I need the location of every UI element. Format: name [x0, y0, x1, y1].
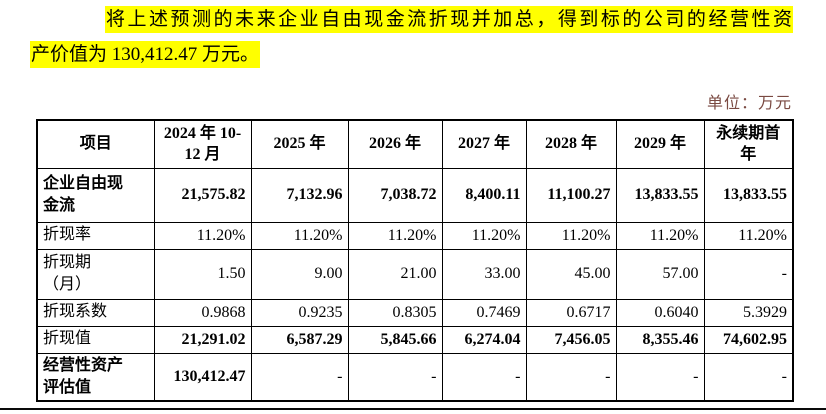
- value-cell: 33.00: [441, 248, 527, 300]
- value-cell: 13,833.55: [703, 167, 794, 223]
- table-row: 折现系数 0.9868 0.9235 0.8305 0.7469 0.6717 0.6040…: [36, 298, 794, 327]
- valuation-table: 项目 2024 年 10- 12 月 2025 年 2026 年 2027 年 2028 …: [36, 119, 794, 403]
- value-cell: 7,456.05: [525, 325, 617, 354]
- value-cell: 74,602.95: [703, 325, 794, 354]
- value-cell: 21,291.02: [153, 325, 252, 354]
- value-cell: 0.6040: [615, 298, 705, 327]
- table-row: 企业自由现 金流 21,575.82 7,132.96 7,038.72 8,400.1…: [36, 167, 794, 223]
- value-cell: 7,132.96: [250, 167, 349, 223]
- row-label-cell: 企业自由现 金流: [36, 167, 155, 223]
- value-cell: 8,400.11: [441, 167, 527, 223]
- value-cell: 11.20%: [441, 221, 527, 250]
- value-cell: -: [703, 352, 794, 402]
- value-cell: -: [615, 352, 705, 402]
- value-cell: -: [441, 352, 527, 402]
- row-label-cell: 折现值: [36, 325, 155, 354]
- value-cell: 6,587.29: [250, 325, 349, 354]
- table-header: 项目 2024 年 10- 12 月 2025 年 2026 年 2027 年 2028 …: [36, 119, 794, 169]
- table-row: 折现值 21,291.02 6,587.29 5,845.66 6,274.04 7,45…: [36, 325, 794, 354]
- table-body: 企业自由现 金流 21,575.82 7,132.96 7,038.72 8,400.1…: [36, 167, 794, 402]
- value-cell: 11.20%: [615, 221, 705, 250]
- paragraph-line-2: 产价值为 130,412.47 万元。: [30, 37, 793, 72]
- table-header-cell: 项目: [36, 119, 155, 169]
- page-footer-rule: [0, 408, 826, 410]
- unit-label: 单位：万元: [706, 95, 792, 112]
- table-header-cell: 永续期首 年: [703, 119, 794, 169]
- paragraph-line-1: 将上述预测的未来企业自由现金流折现并加总，得到标的公司的经营性资: [30, 2, 793, 37]
- table-row: 折现率 11.20% 11.20% 11.20% 11.20% 11.20% 11.20% 1…: [36, 221, 794, 250]
- value-cell: 11.20%: [250, 221, 349, 250]
- value-cell: 0.7469: [441, 298, 527, 327]
- row-label-cell: 折现率: [36, 221, 155, 250]
- value-cell: 11.20%: [153, 221, 252, 250]
- value-cell: 8,355.46: [615, 325, 705, 354]
- value-cell: 7,038.72: [347, 167, 443, 223]
- value-cell: 5.3929: [703, 298, 794, 327]
- value-cell: -: [250, 352, 349, 402]
- value-cell: 5,845.66: [347, 325, 443, 354]
- value-cell: 11.20%: [347, 221, 443, 250]
- value-cell: -: [347, 352, 443, 402]
- row-label-cell: 经营性资产 评估值: [36, 352, 155, 402]
- table-header-cell: 2025 年: [250, 119, 349, 169]
- value-cell: 1.50: [153, 248, 252, 300]
- table-header-cell: 2027 年: [441, 119, 527, 169]
- value-cell: 57.00: [615, 248, 705, 300]
- value-cell: 130,412.47: [153, 352, 252, 402]
- table-header-cell: 2026 年: [347, 119, 443, 169]
- value-cell: 0.6717: [525, 298, 617, 327]
- value-cell: 9.00: [250, 248, 349, 300]
- value-cell: 11.20%: [703, 221, 794, 250]
- value-cell: 11,100.27: [525, 167, 617, 223]
- highlighted-paragraph: 将上述预测的未来企业自由现金流折现并加总，得到标的公司的经营性资 产价值为 13…: [30, 2, 793, 72]
- table-header-row: 项目 2024 年 10- 12 月 2025 年 2026 年 2027 年 2028 …: [36, 119, 794, 169]
- value-cell: 0.8305: [347, 298, 443, 327]
- table-header-cell: 2024 年 10- 12 月: [153, 119, 252, 169]
- highlight-mark: 将上述预测的未来企业自由现金流折现并加总，得到标的公司的经营性资: [105, 6, 793, 33]
- value-cell: -: [525, 352, 617, 402]
- value-cell: 13,833.55: [615, 167, 705, 223]
- table-row: 折现期 （月） 1.50 9.00 21.00 33.00 45.00 57.00-: [36, 248, 794, 300]
- value-cell: 21.00: [347, 248, 443, 300]
- table-row: 经营性资产 评估值 130,412.47- - - - - -: [36, 352, 794, 402]
- value-cell: 0.9235: [250, 298, 349, 327]
- table-header-cell: 2029 年: [615, 119, 705, 169]
- value-cell: 6,274.04: [441, 325, 527, 354]
- value-cell: 11.20%: [525, 221, 617, 250]
- highlight-mark: 产价值为 130,412.47 万元。: [30, 41, 261, 68]
- row-label-cell: 折现系数: [36, 298, 155, 327]
- value-cell: 45.00: [525, 248, 617, 300]
- value-cell: 0.9868: [153, 298, 252, 327]
- value-cell: 21,575.82: [153, 167, 252, 223]
- row-label-cell: 折现期 （月）: [36, 248, 155, 300]
- table-header-cell: 2028 年: [525, 119, 617, 169]
- value-cell: -: [703, 248, 794, 300]
